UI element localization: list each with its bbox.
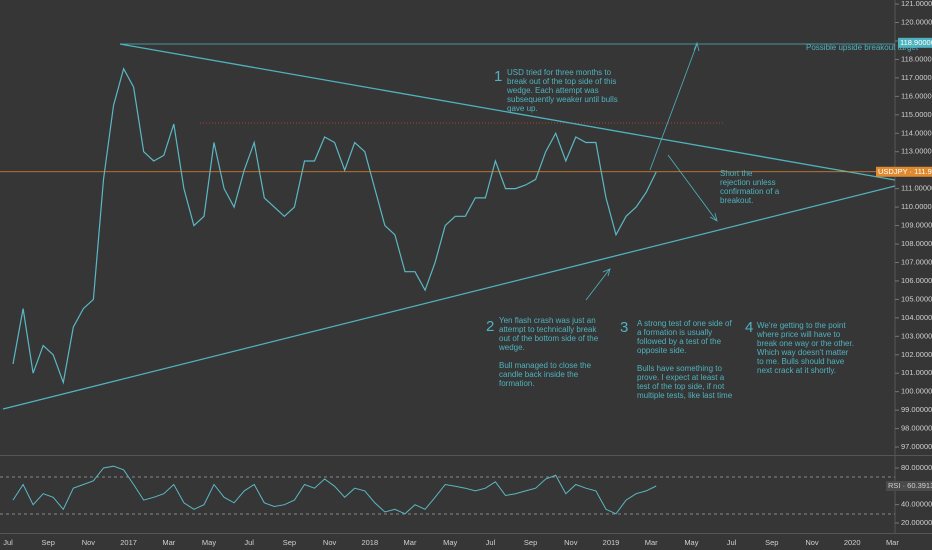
x-tick-label: Nov [82,538,96,547]
annotation: We're getting to the point where price w… [757,321,857,384]
annotation-number: 4 [745,319,754,336]
annotation: USD tried for three months to break out … [507,68,632,122]
y-tick-label: 100.00000 [901,387,932,396]
y-tick-label: 115.00000 [901,110,932,119]
annotation-text: Yen flash crash was just an attempt to t… [499,316,599,352]
y-tick-label: 104.00000 [901,313,932,322]
target-note: Possible upside breakout target [806,43,919,52]
x-tick-label: Nov [323,538,337,547]
x-tick-label: Sep [765,538,778,547]
x-tick-label: Jul [3,538,13,547]
price-tag [876,166,932,177]
y-tick-label: 103.00000 [901,331,932,340]
wedge-upper [119,43,896,181]
y-tick-label: 118.00000 [901,54,932,63]
target-tag-label: 118.90000 [900,38,932,47]
y-tick-label: 120.00000 [901,18,932,27]
annotation-number: 2 [486,318,495,335]
y-tick-label: 20.00000 [901,518,932,527]
x-tick-label: Nov [805,538,819,547]
y-tick-label: 121.00000 [901,0,932,8]
y-tick-label: 117.00000 [901,73,932,82]
y-tick-label: 109.00000 [901,221,932,230]
x-tick-label: 2017 [120,538,137,547]
x-tick-label: 2019 [603,538,620,547]
y-tick-label: 107.00000 [901,257,932,266]
annotation: A strong test of one side of a formation… [637,319,735,409]
annotation: Yen flash crash was just an attempt to t… [499,316,599,397]
y-tick-label: 40.00000 [901,500,932,509]
x-tick-label: Sep [42,538,55,547]
annotation-text: Bulls have something to prove. I expect … [637,364,733,400]
annotation-text: USD tried for three months to break out … [507,68,618,113]
x-tick-label: Sep [524,538,537,547]
y-tick-label: 102.00000 [901,350,932,359]
y-tick-label: 101.00000 [901,368,932,377]
x-tick-label: Sep [283,538,296,547]
x-tick-label: May [684,538,698,547]
price-line [12,67,657,385]
x-tick-label: 2020 [844,538,861,547]
x-tick-label: Mar [162,538,175,547]
y-tick-label: 97.00000 [901,442,932,451]
y-tick-label: 110.00000 [901,202,932,211]
x-tick-label: 2018 [361,538,378,547]
arrows [585,41,718,301]
annotation-text: We're getting to the point where price w… [757,321,854,375]
annotation-text: A strong test of one side of a formation… [637,319,732,355]
y-tick-label: 106.00000 [901,276,932,285]
rsi-tag-label: RSI · 60.39135 [888,481,932,490]
x-tick-label: Mar [645,538,658,547]
y-tick-label: 98.00000 [901,424,932,433]
rsi-tag [886,480,932,491]
y-tick-label: 111.00000 [901,184,932,193]
annotation-number: 3 [620,319,629,336]
x-tick-label: Jul [727,538,737,547]
x-tick-label: May [443,538,457,547]
x-tick-label: Nov [564,538,578,547]
target-tag [898,37,932,48]
annotation-number: 1 [494,68,503,85]
rsi-line [12,465,657,515]
x-tick-label: Mar [886,538,899,547]
x-tick-label: Jul [486,538,496,547]
short-note: Short the rejection unless confirmation … [720,169,780,205]
y-tick-label: 108.00000 [901,239,932,248]
x-tick-label: Jul [244,538,254,547]
x-tick-label: May [202,538,216,547]
wedge-lower [2,185,896,410]
y-tick-label: 114.00000 [901,128,932,137]
y-tick-label: 113.00000 [901,147,932,156]
y-tick-label: 80.00000 [901,463,932,472]
annotation-text: Bull managed to close the candle back in… [499,361,592,388]
y-tick-label: 105.00000 [901,294,932,303]
y-tick-label: 99.00000 [901,405,932,414]
price-tag-label: USDJPY · 111.91400 [878,167,932,176]
x-tick-label: Mar [404,538,417,547]
y-tick-label: 116.00000 [901,91,932,100]
